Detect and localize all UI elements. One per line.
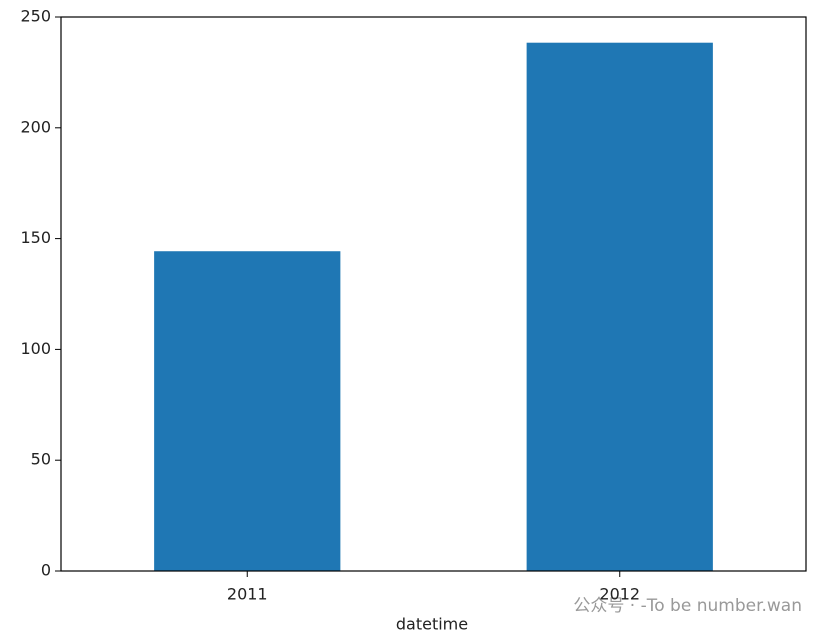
- y-tick-label: 0: [41, 561, 51, 580]
- y-tick-label: 50: [31, 450, 51, 469]
- plot-frame: [60, 16, 807, 572]
- y-tick-label: 250: [20, 7, 51, 26]
- x-tick-label: 2012: [599, 585, 640, 604]
- x-axis-label: datetime: [396, 615, 468, 634]
- bar: [526, 42, 713, 571]
- y-tick-label: 200: [20, 117, 51, 136]
- y-tick-label: 150: [20, 228, 51, 247]
- x-tick-label: 2011: [227, 585, 268, 604]
- watermark: 公众号 · -To be number.wan: [573, 596, 802, 616]
- bar: [154, 251, 341, 571]
- y-tick-label: 100: [20, 339, 51, 358]
